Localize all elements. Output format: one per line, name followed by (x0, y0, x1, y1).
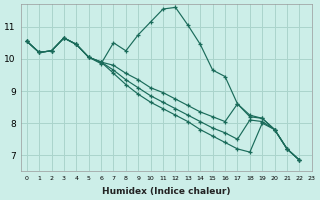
X-axis label: Humidex (Indice chaleur): Humidex (Indice chaleur) (102, 187, 230, 196)
